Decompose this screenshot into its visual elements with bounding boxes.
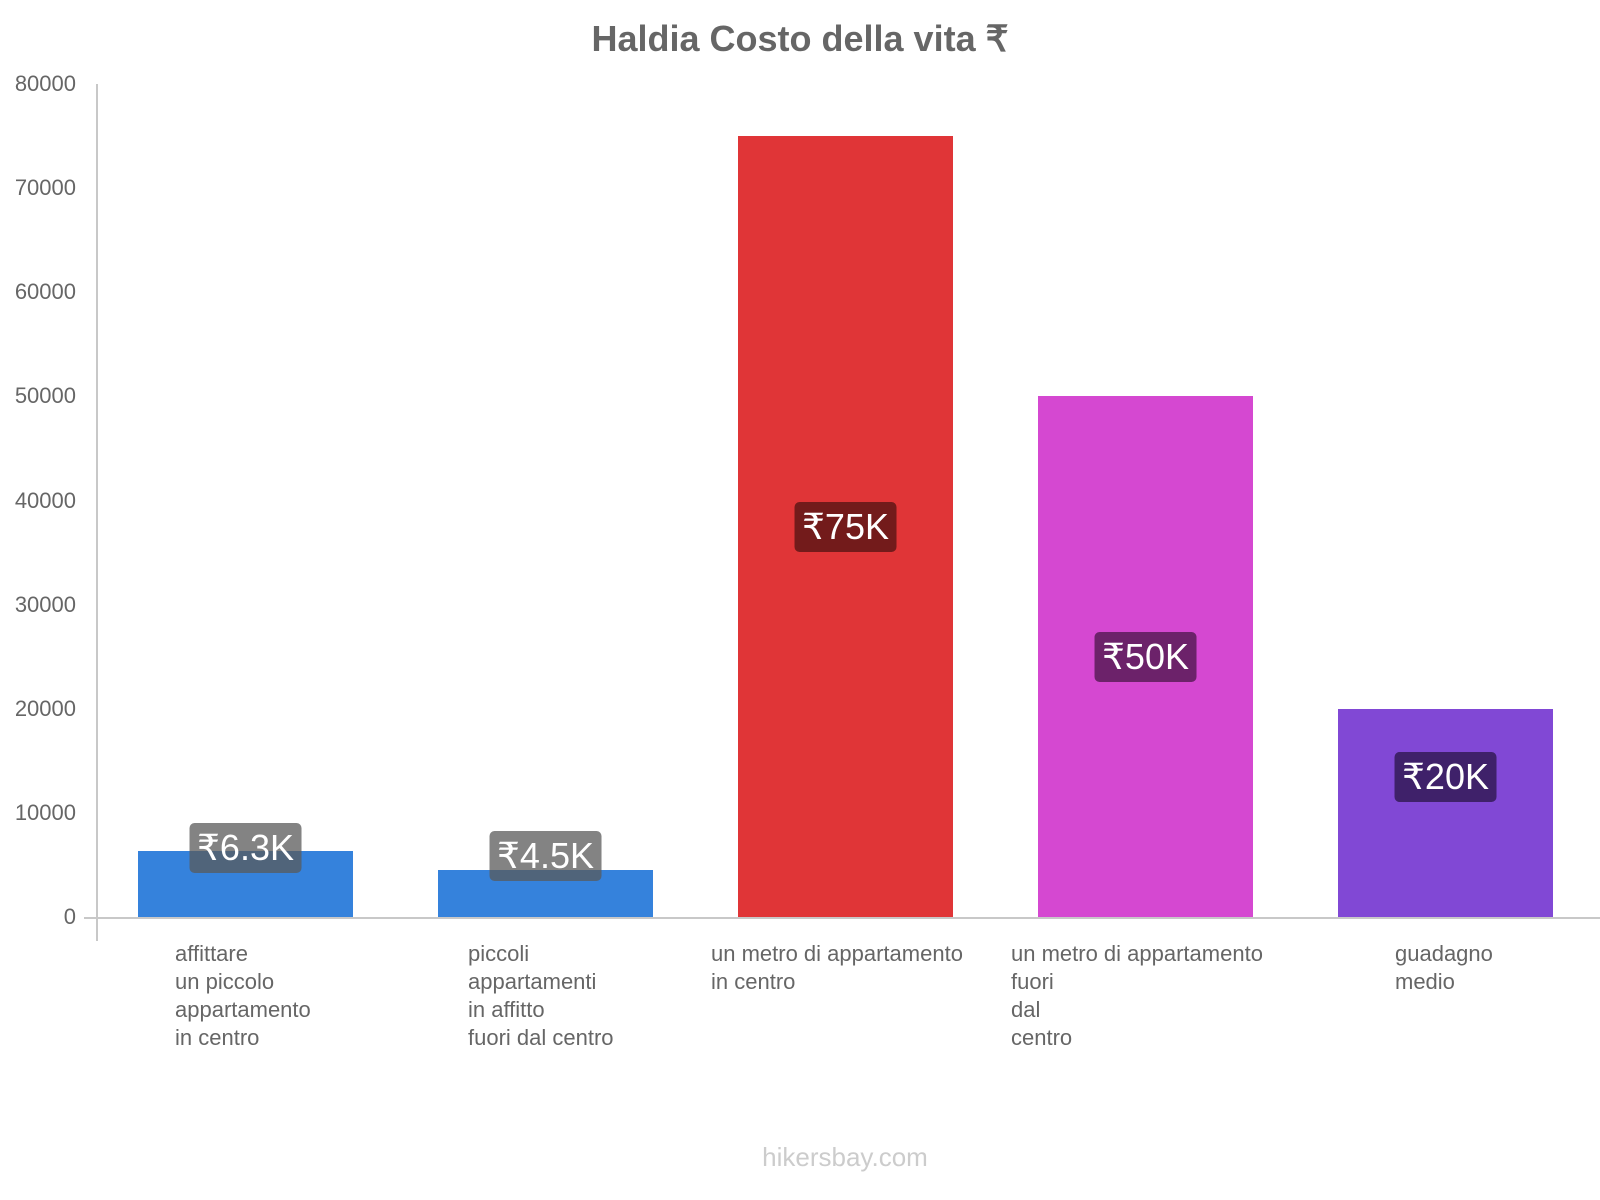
x-category-label: un metro di appartamento fuori dal centr… (1011, 941, 1263, 1050)
bar-value-label: ₹4.5K (489, 831, 602, 881)
y-tick-label: 0 (63, 904, 76, 929)
y-axis-line (96, 84, 98, 941)
y-tick-label: 70000 (14, 175, 76, 201)
y-tick-label: 50000 (14, 383, 76, 409)
chart-title: Haldia Costo della vita ₹ (591, 18, 1009, 59)
x-category-label: piccoli appartamenti in affitto fuori da… (468, 941, 614, 1050)
x-category-label: guadagno medio (1395, 941, 1493, 994)
x-axis-line (84, 917, 1600, 919)
bar (1338, 708, 1553, 917)
y-tick-label: 30000 (14, 591, 76, 617)
y-tick-label: 80000 (14, 71, 76, 96)
y-tick-label: 10000 (14, 799, 76, 825)
bar-value-label: ₹50K (1094, 631, 1197, 682)
x-category-label: affittare un piccolo appartamento in cen… (175, 941, 311, 1050)
y-tick-label: 20000 (14, 695, 76, 721)
bar-value-label: ₹6.3K (189, 823, 302, 873)
y-tick-label: 40000 (14, 487, 76, 513)
bar-value-label: ₹20K (1394, 752, 1497, 802)
y-tick-label: 60000 (14, 279, 76, 305)
x-category-label: un metro di appartamento in centro (711, 941, 963, 994)
footer-watermark: hikersbay.com (762, 1142, 928, 1172)
bar-value-label: ₹75K (794, 501, 897, 552)
